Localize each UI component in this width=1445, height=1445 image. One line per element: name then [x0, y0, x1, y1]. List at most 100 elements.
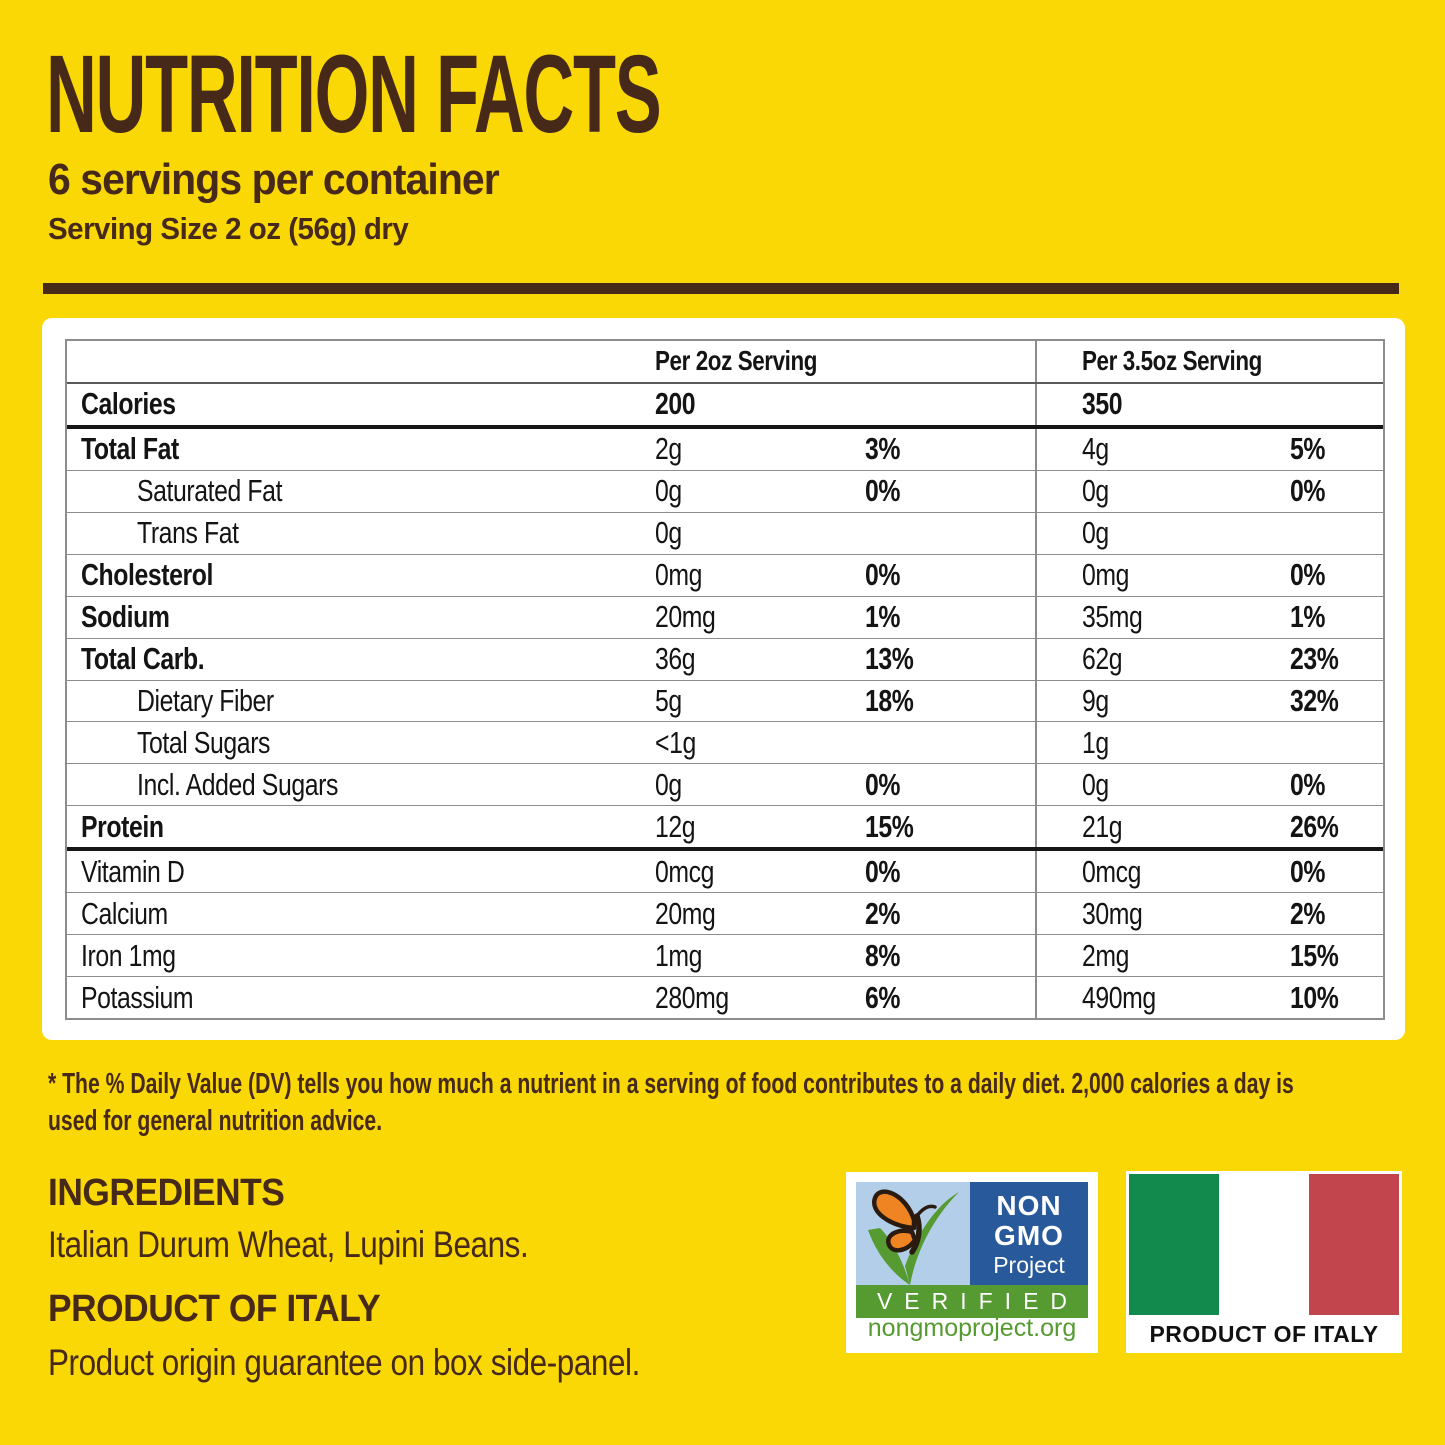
nutrient-dv-3-5oz-text: 0% — [1290, 766, 1326, 802]
nutrient-dv-2oz-text: 0% — [865, 766, 901, 802]
nutrient-value-2oz-text: 200 — [655, 386, 696, 422]
nutrient-dv-3-5oz: 5% — [1290, 431, 1383, 467]
nutrient-value-3-5oz: 350 — [1035, 383, 1290, 425]
nutrient-dv-2oz: 0% — [865, 473, 1035, 509]
nutrient-dv-2oz-text: 2% — [865, 895, 901, 931]
nutrient-value-2oz-text: 0mg — [655, 557, 703, 593]
flag-white-stripe — [1219, 1174, 1309, 1315]
nutrient-name-text: Vitamin D — [81, 853, 185, 889]
non-gmo-verified-band: VERIFIED — [856, 1285, 1088, 1318]
nutrient-value-2oz: 0mcg — [655, 854, 865, 890]
product-of-italy-badge: PRODUCT OF ITALY — [1126, 1171, 1402, 1353]
nutrient-dv-3-5oz: 0% — [1290, 767, 1383, 803]
nutrient-name: Calcium — [67, 896, 655, 932]
nutrient-dv-3-5oz-text: 2% — [1290, 895, 1326, 931]
nutrition-table: Per 2oz Serving Per 3.5oz Serving Calori… — [65, 339, 1385, 1020]
nutrient-value-2oz: <1g — [655, 725, 865, 761]
nutrient-value-3-5oz-text: 35mg — [1082, 599, 1143, 635]
nutrient-name: Vitamin D — [67, 854, 655, 890]
servings-per-container-text: 6 servings per container — [48, 155, 500, 204]
page-title: NUTRITION FACTS — [46, 33, 662, 156]
nutrient-value-2oz-text: 2g — [655, 431, 682, 467]
nutrient-dv-2oz: 2% — [865, 896, 1035, 932]
nutrient-dv-3-5oz: 10% — [1290, 980, 1383, 1016]
nutrient-value-3-5oz: 9g — [1035, 680, 1290, 722]
nutrient-name: Total Sugars — [67, 725, 655, 761]
nutrient-name: Cholesterol — [67, 557, 655, 593]
nutrient-name: Calories — [67, 386, 655, 422]
nutrient-value-2oz-text: 0mcg — [655, 853, 715, 889]
table-row: Total Carb. 36g 13% 62g 23% — [67, 638, 1383, 681]
nutrient-dv-2oz-text: 0% — [865, 853, 901, 889]
nutrient-value-3-5oz: 35mg — [1035, 596, 1290, 638]
table-row: Vitamin D 0mcg 0% 0mcg 0% — [67, 851, 1383, 894]
nutrient-value-3-5oz: 30mg — [1035, 893, 1290, 935]
nutrient-dv-3-5oz: 1% — [1290, 599, 1383, 635]
column-header-2oz-label: Per 2oz Serving — [655, 345, 818, 377]
nutrient-dv-2oz: 8% — [865, 938, 1035, 974]
flag-red-stripe — [1309, 1174, 1399, 1315]
nutrient-value-3-5oz: 0g — [1035, 470, 1290, 512]
nutrient-value-3-5oz-text: 490mg — [1082, 979, 1156, 1015]
nutrient-value-2oz-text: 20mg — [655, 895, 716, 931]
nutrient-value-2oz: 20mg — [655, 896, 865, 932]
table-row: Total Fat 2g 3% 4g 5% — [67, 428, 1383, 471]
nutrition-facts-card: Per 2oz Serving Per 3.5oz Serving Calori… — [42, 318, 1405, 1040]
table-row: Protein 12g 15% 21g 26% — [67, 806, 1383, 852]
nutrient-value-2oz: 2g — [655, 431, 865, 467]
nutrient-dv-2oz: 18% — [865, 683, 1035, 719]
nutrient-name: Total Carb. — [67, 641, 655, 677]
nutrient-dv-3-5oz: 15% — [1290, 938, 1383, 974]
nutrient-name-text: Calcium — [81, 895, 168, 931]
nutrient-dv-2oz-text: 8% — [865, 937, 901, 973]
nutrient-value-3-5oz-text: 62g — [1082, 641, 1123, 677]
nutrient-dv-3-5oz-text: 1% — [1290, 599, 1326, 635]
nutrient-dv-3-5oz-text: 15% — [1290, 937, 1339, 973]
nutrient-dv-3-5oz-text: 0% — [1290, 473, 1326, 509]
nutrient-value-2oz-text: 280mg — [655, 979, 729, 1015]
nutrient-value-3-5oz-text: 0mcg — [1082, 853, 1142, 889]
nutrient-value-2oz-text: 20mg — [655, 599, 716, 635]
nutrient-dv-3-5oz-text: 32% — [1290, 682, 1339, 718]
table-row: Calories 200 350 — [67, 383, 1383, 429]
nutrient-name-text: Total Fat — [81, 431, 179, 467]
column-header-2oz: Per 2oz Serving — [655, 345, 1035, 377]
nutrient-value-2oz-text: 0g — [655, 766, 682, 802]
nutrient-dv-3-5oz-text: 0% — [1290, 557, 1326, 593]
nutrient-dv-3-5oz: 0% — [1290, 557, 1383, 593]
nutrient-name: Iron 1mg — [67, 938, 655, 974]
nutrient-value-2oz: 0g — [655, 473, 865, 509]
nutrient-name-text: Dietary Fiber — [137, 682, 274, 718]
table-row: Trans Fat 0g 0g — [67, 512, 1383, 555]
nutrient-value-2oz: 280mg — [655, 980, 865, 1016]
nutrient-name: Total Fat — [67, 431, 655, 467]
nutrient-value-3-5oz: 21g — [1035, 806, 1290, 848]
footnote-line-2: used for general nutrition advice. — [48, 1105, 383, 1137]
ingredients-heading: INGREDIENTS — [48, 1172, 285, 1214]
nutrient-value-2oz: 36g — [655, 641, 865, 677]
nutrient-value-2oz-text: 12g — [655, 808, 696, 844]
nutrient-name: Protein — [67, 809, 655, 845]
nutrient-dv-2oz-text: 13% — [865, 641, 914, 677]
nutrient-name: Sodium — [67, 599, 655, 635]
nutrient-name: Saturated Fat — [67, 473, 655, 509]
nutrient-dv-2oz: 6% — [865, 980, 1035, 1016]
non-gmo-line3: Project — [993, 1251, 1065, 1278]
nutrient-value-3-5oz-text: 0mg — [1082, 557, 1130, 593]
nutrient-value-3-5oz: 4g — [1035, 428, 1290, 470]
nutrient-value-2oz-text: 1mg — [655, 937, 703, 973]
non-gmo-checkmark-butterfly-icon — [856, 1182, 970, 1285]
nutrient-value-3-5oz: 1g — [1035, 722, 1290, 764]
table-row: Total Sugars <1g 1g — [67, 722, 1383, 765]
non-gmo-url-text: nongmoproject.org — [867, 1314, 1077, 1342]
nutrient-dv-2oz: 0% — [865, 854, 1035, 890]
nutrient-value-2oz-text: 0g — [655, 515, 682, 551]
product-origin-text: Product origin guarantee on box side-pan… — [48, 1342, 640, 1383]
nutrient-name: Potassium — [67, 980, 655, 1016]
nutrient-name: Dietary Fiber — [67, 683, 655, 719]
non-gmo-wordmark: NON GMO Project — [970, 1182, 1088, 1285]
nutrient-value-2oz: 200 — [655, 386, 865, 422]
nutrient-dv-2oz: 0% — [865, 557, 1035, 593]
nutrient-value-2oz: 0mg — [655, 557, 865, 593]
